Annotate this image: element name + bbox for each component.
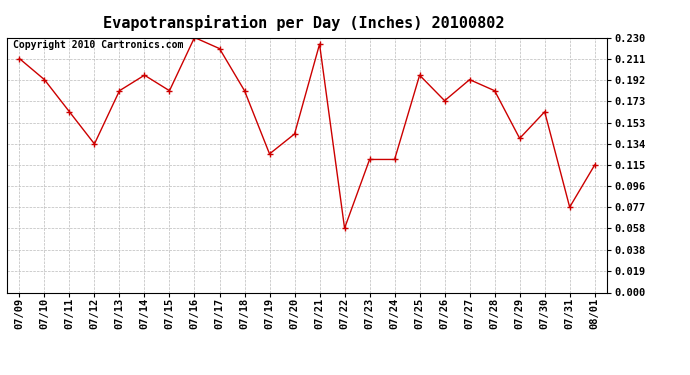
Text: Copyright 2010 Cartronics.com: Copyright 2010 Cartronics.com (13, 40, 184, 50)
Text: Evapotranspiration per Day (Inches) 20100802: Evapotranspiration per Day (Inches) 2010… (103, 15, 504, 31)
